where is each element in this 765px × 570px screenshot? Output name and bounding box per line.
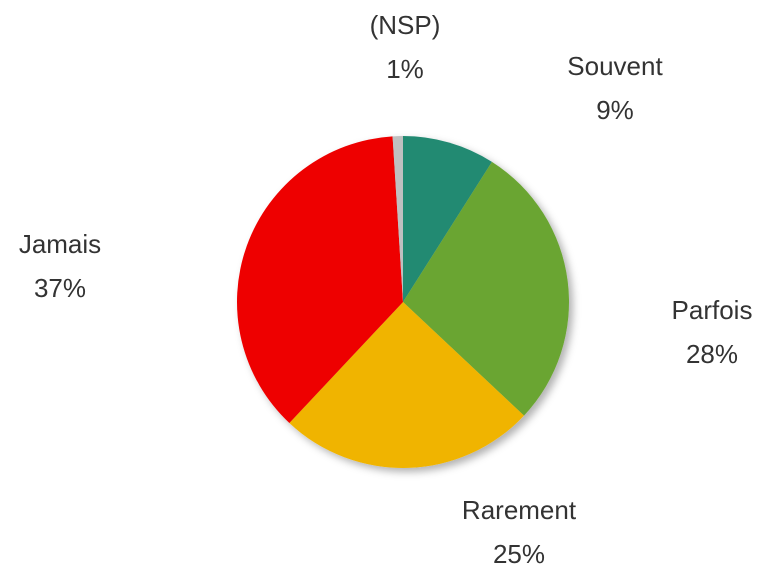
slice-label: Parfois	[672, 295, 753, 325]
pie-slice	[403, 161, 569, 416]
pie-slice	[236, 136, 403, 424]
value-label: 9%	[596, 95, 634, 125]
pie-slice	[403, 136, 492, 302]
pie	[236, 136, 569, 468]
slice-label: Jamais	[19, 229, 101, 259]
value-label: 25%	[493, 539, 545, 569]
slice-label: Souvent	[567, 51, 663, 81]
value-label: 1%	[386, 54, 424, 84]
pie-slice	[392, 136, 403, 302]
pie-slice	[289, 302, 525, 468]
slice-label: (NSP)	[370, 10, 441, 40]
value-label: 28%	[686, 339, 738, 369]
slice-label: Rarement	[462, 495, 577, 525]
value-label: 37%	[34, 273, 86, 303]
